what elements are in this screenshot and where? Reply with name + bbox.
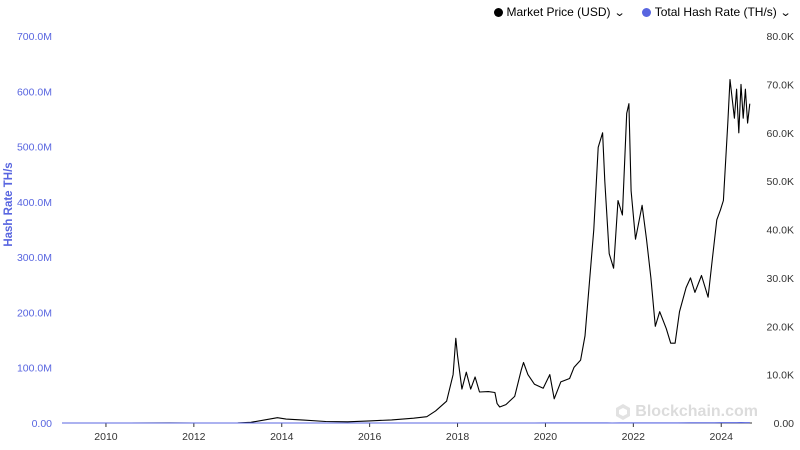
left-axis-tick-label: 0.00 (32, 418, 53, 430)
watermark-text: Blockchain.com (635, 403, 758, 421)
right-axis-tick-label: 20.0K (767, 321, 794, 333)
left-axis-tick-label: 500.0M (17, 142, 52, 154)
left-axis-tick-label: 200.0M (17, 307, 52, 319)
left-axis-tick-label: 100.0M (17, 363, 52, 375)
legend-item-hash-rate[interactable]: Total Hash Rate (TH/s) ⌄ (642, 5, 790, 19)
right-axis-tick-label: 80.0K (767, 31, 794, 43)
legend-label-hash-rate: Total Hash Rate (TH/s) (655, 5, 777, 19)
right-axis-tick-label: 0.00 (774, 418, 795, 430)
legend-label-market-price: Market Price (USD) (507, 5, 611, 19)
x-axis-tick-label: 2024 (710, 431, 734, 443)
right-axis-tick-label: 10.0K (767, 370, 794, 382)
hash-rate-dot-icon (642, 8, 651, 17)
legend-item-market-price[interactable]: Market Price (USD) ⌄ (494, 5, 624, 19)
chevron-down-icon[interactable]: ⌄ (779, 6, 791, 19)
x-axis-tick-label: 2014 (270, 431, 294, 443)
blockchain-logo-icon (615, 404, 631, 420)
chevron-down-icon[interactable]: ⌄ (613, 6, 625, 19)
left-axis-tick-label: 700.0M (17, 31, 52, 43)
right-axis-tick-label: 60.0K (767, 128, 794, 140)
left-axis-title: Hash Rate TH/s (3, 162, 15, 246)
x-axis-tick-label: 2020 (534, 431, 558, 443)
left-axis-tick-label: 300.0M (17, 252, 52, 264)
market-price-line (62, 80, 750, 424)
right-axis-tick-label: 40.0K (767, 225, 794, 237)
right-axis-tick-label: 70.0K (767, 79, 794, 91)
watermark: Blockchain.com (615, 403, 758, 421)
x-axis-tick-label: 2018 (446, 431, 470, 443)
market-price-dot-icon (494, 8, 503, 17)
chart-legend: Market Price (USD) ⌄ Total Hash Rate (TH… (494, 5, 791, 19)
left-axis-tick-label: 400.0M (17, 197, 52, 209)
x-axis-tick-label: 2022 (622, 431, 646, 443)
right-axis-tick-label: 30.0K (767, 273, 794, 285)
x-axis-tick-label: 2012 (182, 431, 206, 443)
x-axis-tick-label: 2016 (358, 431, 382, 443)
right-axis-tick-label: 50.0K (767, 176, 794, 188)
left-axis-tick-label: 600.0M (17, 86, 52, 98)
x-axis-tick-label: 2010 (94, 431, 118, 443)
